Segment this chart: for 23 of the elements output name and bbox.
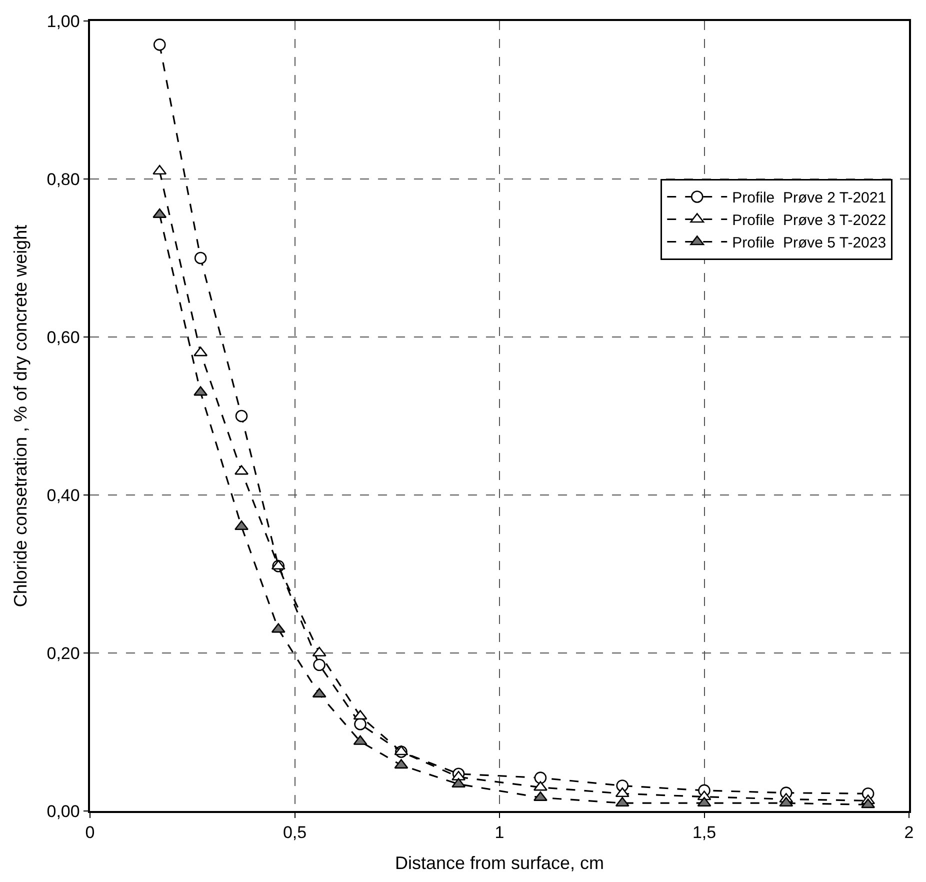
x-tick-label: 2 <box>904 823 914 842</box>
point <box>153 38 166 51</box>
point <box>534 772 547 784</box>
x-tick-label: 0,5 <box>282 823 307 842</box>
legend-label: Profile Prøve 5 T-2023 <box>732 234 886 252</box>
y-tick-label: 0,00 <box>46 802 80 821</box>
point <box>313 658 326 671</box>
legend-label: Profile Prøve 3 T-2022 <box>732 212 886 230</box>
point <box>452 778 466 788</box>
x-tick-label: 0 <box>85 823 95 842</box>
y-tick-label: 0,40 <box>46 486 80 505</box>
x-axis-title: Distance from surface, cm <box>394 852 604 873</box>
x-tick-label: 1,5 <box>692 823 716 842</box>
point <box>615 787 630 798</box>
y-tick-label: 0,60 <box>46 328 80 347</box>
y-tick-label: 0,80 <box>46 170 80 189</box>
legend-label: Profile Prøve 2 T-2021 <box>732 190 886 207</box>
point <box>194 252 207 264</box>
y-tick-label: 0,20 <box>46 644 80 663</box>
y-tick-label: 1,00 <box>46 12 80 31</box>
point <box>235 410 248 422</box>
y-axis-title: Chloride consetration , % of dry concrete weight <box>10 224 30 608</box>
x-tick-label: 1 <box>494 823 504 842</box>
